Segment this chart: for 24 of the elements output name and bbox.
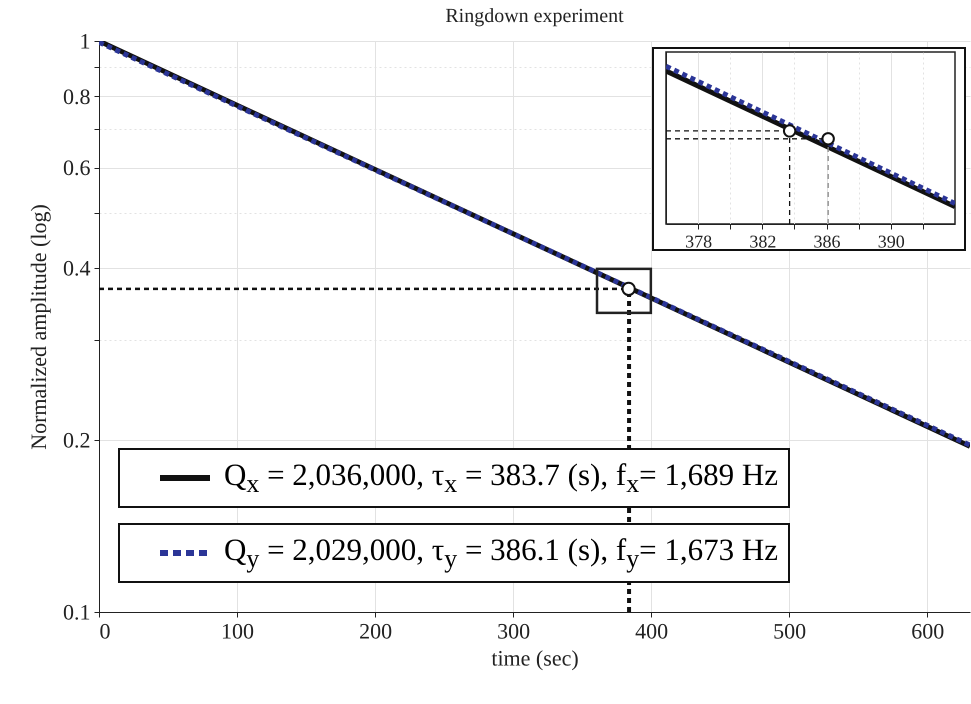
x-tick-label: 300 [497,618,530,644]
x-tick-label: 390 [878,232,905,252]
x-tick-label: 400 [635,618,668,644]
x-tick-label: 500 [773,618,806,644]
y-axis-title: Normalized amplitude (log) [26,204,51,450]
y-tick-label: 0.8 [63,84,90,109]
x-tick-label: 382 [749,232,776,252]
y-tick-label: 0.1 [63,600,90,624]
x-tick-label: 600 [911,618,944,644]
x-tick-label: 0 [100,618,110,644]
y-tick-label: 0.4 [63,256,90,281]
x-tick-label: 200 [359,618,392,644]
chart-title: Ringdown experiment [445,5,624,27]
y-tick-label: 0.6 [63,155,90,180]
y-tick-label: 1 [80,28,90,54]
x-tick-label: 386 [814,232,841,252]
x-tick-label: 378 [685,232,712,252]
legend-box: Q$_{x}$ = 2,036,000, τ$_{x}$ = 383.7 (s), f$_{x}$= 1,689 Hz [118,448,790,508]
legend-label: Q$_{y}$ = 2,029,000, τ$_{y}$ = 386.1 (s), f$_{y}$= 1,673 Hz [224,532,778,574]
x-tick-label: 100 [221,618,254,644]
x-axis-title: time (sec) [491,646,579,670]
y-tick-label: 0.2 [63,428,90,453]
legend-label: Q$_{x}$ = 2,036,000, τ$_{x}$ = 383.7 (s), f$_{x}$= 1,689 Hz [224,456,778,500]
legend-box: Q$_{y}$ = 2,029,000, τ$_{y}$ = 386.1 (s), f$_{y}$= 1,673 Hz [118,523,790,583]
